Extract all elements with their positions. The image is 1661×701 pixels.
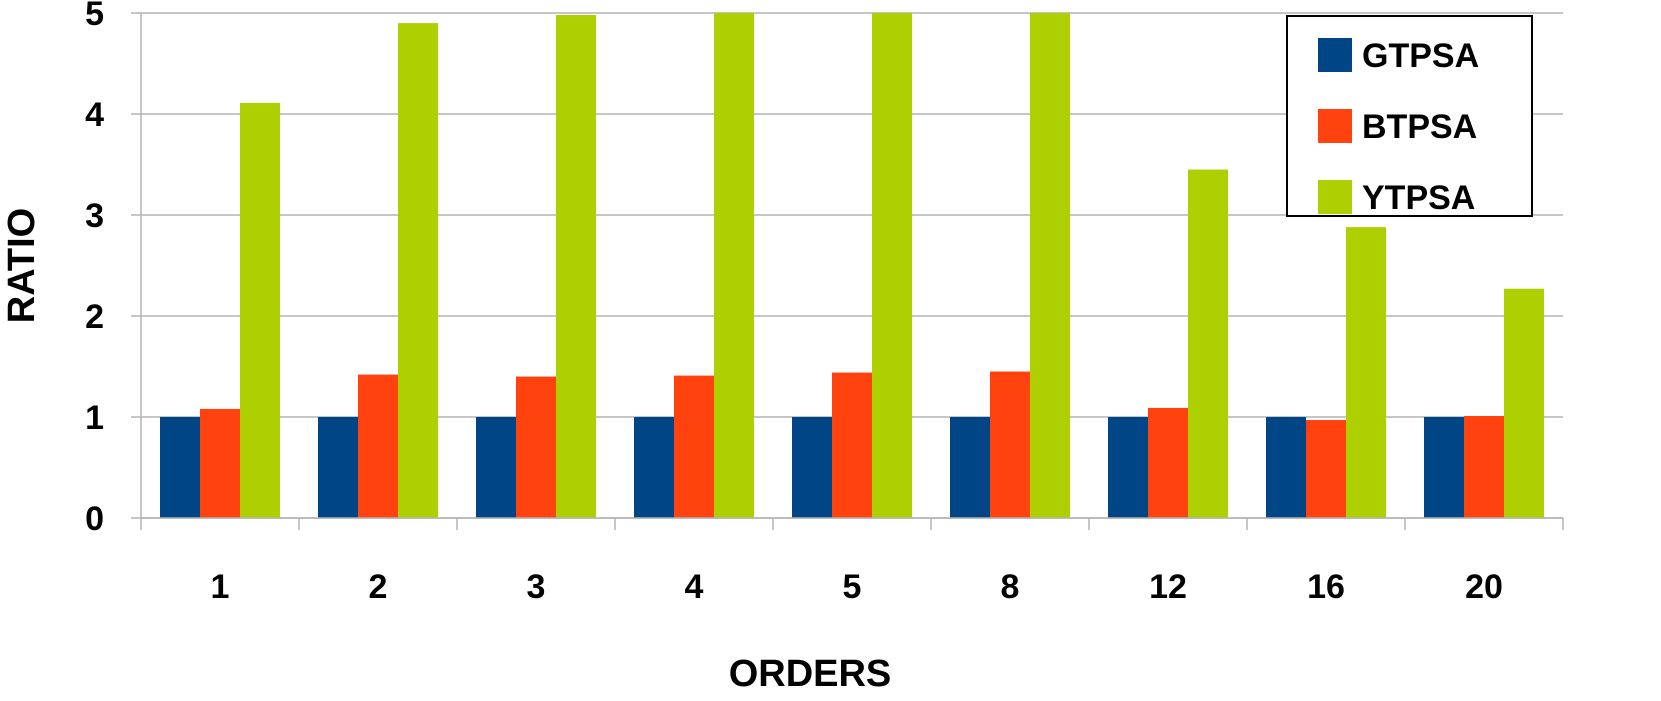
y-axis-ticks: 0 1 2 3 4 5 xyxy=(85,0,141,538)
bars xyxy=(160,13,1544,519)
y-tick-label: 4 xyxy=(85,96,104,134)
x-tick-label: 16 xyxy=(1307,568,1345,606)
bar-btpsa-2 xyxy=(358,374,398,518)
x-tick-label: 3 xyxy=(527,568,546,606)
legend-label-gtpsa: GTPSA xyxy=(1362,37,1479,75)
bar-btpsa-3 xyxy=(516,376,556,518)
x-tick-label: 5 xyxy=(843,568,862,606)
bar-gtpsa-1 xyxy=(160,417,200,518)
y-tick-label: 1 xyxy=(85,399,104,437)
x-tick-label: 2 xyxy=(369,568,388,606)
legend: GTPSA BTPSA YTPSA xyxy=(1286,15,1533,217)
y-tick-label: 2 xyxy=(85,298,104,336)
bar-ytpsa-3 xyxy=(556,15,596,519)
bar-btpsa-8 xyxy=(990,371,1030,518)
y-tick-label: 3 xyxy=(85,197,104,235)
y-axis-title: RATIO xyxy=(1,208,43,323)
bar-ytpsa-12 xyxy=(1188,169,1228,519)
legend-label-ytpsa: YTPSA xyxy=(1362,179,1475,217)
bar-ytpsa-1 xyxy=(240,102,280,518)
bar-ytpsa-5 xyxy=(872,13,912,518)
bar-btpsa-20 xyxy=(1464,415,1504,518)
x-axis-ticks: 1 2 3 4 5 8 12 16 20 xyxy=(140,518,1564,606)
bar-gtpsa-5 xyxy=(792,417,832,518)
legend-label-btpsa: BTPSA xyxy=(1362,108,1477,146)
y-tick-label: 0 xyxy=(85,500,104,538)
bar-btpsa-4 xyxy=(674,375,714,518)
legend-swatch-gtpsa xyxy=(1318,38,1352,72)
bar-gtpsa-16 xyxy=(1266,417,1306,518)
bar-btpsa-1 xyxy=(200,408,240,518)
bar-gtpsa-2 xyxy=(318,417,358,518)
legend-swatch-ytpsa xyxy=(1318,180,1352,214)
x-tick-label: 12 xyxy=(1149,568,1187,606)
bar-btpsa-16 xyxy=(1306,420,1346,518)
x-tick-label: 20 xyxy=(1465,568,1503,606)
legend-swatch-btpsa xyxy=(1318,109,1352,143)
axes xyxy=(140,13,1563,519)
bar-btpsa-12 xyxy=(1148,407,1188,518)
x-axis-title: ORDERS xyxy=(729,653,892,695)
x-tick-label: 1 xyxy=(211,568,230,606)
x-tick-label: 8 xyxy=(1001,568,1020,606)
bar-gtpsa-8 xyxy=(950,417,990,518)
x-tick-label: 4 xyxy=(685,568,704,606)
bar-gtpsa-4 xyxy=(634,417,674,518)
bar-ytpsa-8 xyxy=(1030,13,1070,518)
bar-ytpsa-2 xyxy=(398,23,438,518)
bar-btpsa-5 xyxy=(832,372,872,518)
y-tick-label: 5 xyxy=(85,0,104,33)
bar-gtpsa-20 xyxy=(1424,417,1464,518)
bar-gtpsa-12 xyxy=(1108,417,1148,518)
bar-ytpsa-20 xyxy=(1504,288,1544,518)
bar-ytpsa-4 xyxy=(714,13,754,518)
bar-gtpsa-3 xyxy=(476,417,516,518)
bar-ytpsa-16 xyxy=(1346,227,1386,518)
